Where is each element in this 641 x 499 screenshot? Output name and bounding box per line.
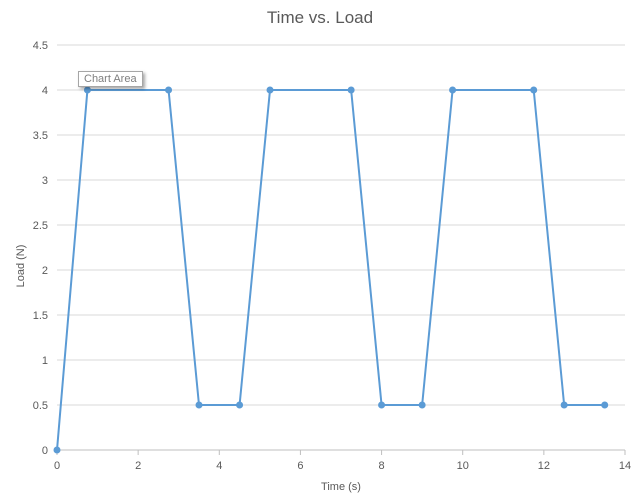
- data-point: [266, 86, 274, 94]
- y-tick-label: 0.5: [33, 400, 48, 412]
- y-tick-label: 1: [42, 355, 48, 367]
- data-point: [165, 86, 173, 94]
- y-tick-label: 2: [42, 265, 48, 277]
- x-tick-label: 8: [379, 460, 385, 472]
- x-tick-label: 2: [135, 460, 141, 472]
- data-series: [53, 86, 609, 454]
- data-point: [53, 446, 61, 454]
- y-tick-label: 2.5: [33, 220, 48, 232]
- chart-title: Time vs. Load: [267, 8, 373, 27]
- chart-area-tooltip: Chart Area: [78, 71, 143, 87]
- data-point: [418, 401, 426, 409]
- data-point: [347, 86, 355, 94]
- data-point: [560, 401, 568, 409]
- x-tick-label: 12: [538, 460, 550, 472]
- x-tick-label: 6: [297, 460, 303, 472]
- x-tick-label: 0: [54, 460, 60, 472]
- data-point: [530, 86, 538, 94]
- y-tick-label: 3.5: [33, 130, 48, 142]
- y-tick-label: 3: [42, 175, 48, 187]
- gridlines: [57, 44, 625, 406]
- y-tick-label: 4: [42, 85, 48, 97]
- data-point: [236, 401, 244, 409]
- data-point: [449, 86, 457, 94]
- data-point: [195, 401, 203, 409]
- y-tick-label: 0: [42, 445, 48, 457]
- data-point: [378, 401, 386, 409]
- y-axis-label: Load (N): [15, 245, 27, 288]
- x-tick-label: 4: [216, 460, 222, 472]
- x-tick-label: 14: [619, 460, 631, 472]
- axes: [56, 449, 626, 455]
- y-tick-label: 4.5: [33, 40, 48, 52]
- x-tick-label: 10: [457, 460, 469, 472]
- data-point: [83, 86, 91, 94]
- data-point: [601, 401, 609, 409]
- y-tick-label: 1.5: [33, 310, 48, 322]
- x-axis-label: Time (s): [321, 481, 361, 493]
- tick-labels: 0 0.5 1 1.5 2 2.5 3 3.5 4 4.5 0 2 4 6 8 10 12 14: [33, 40, 631, 472]
